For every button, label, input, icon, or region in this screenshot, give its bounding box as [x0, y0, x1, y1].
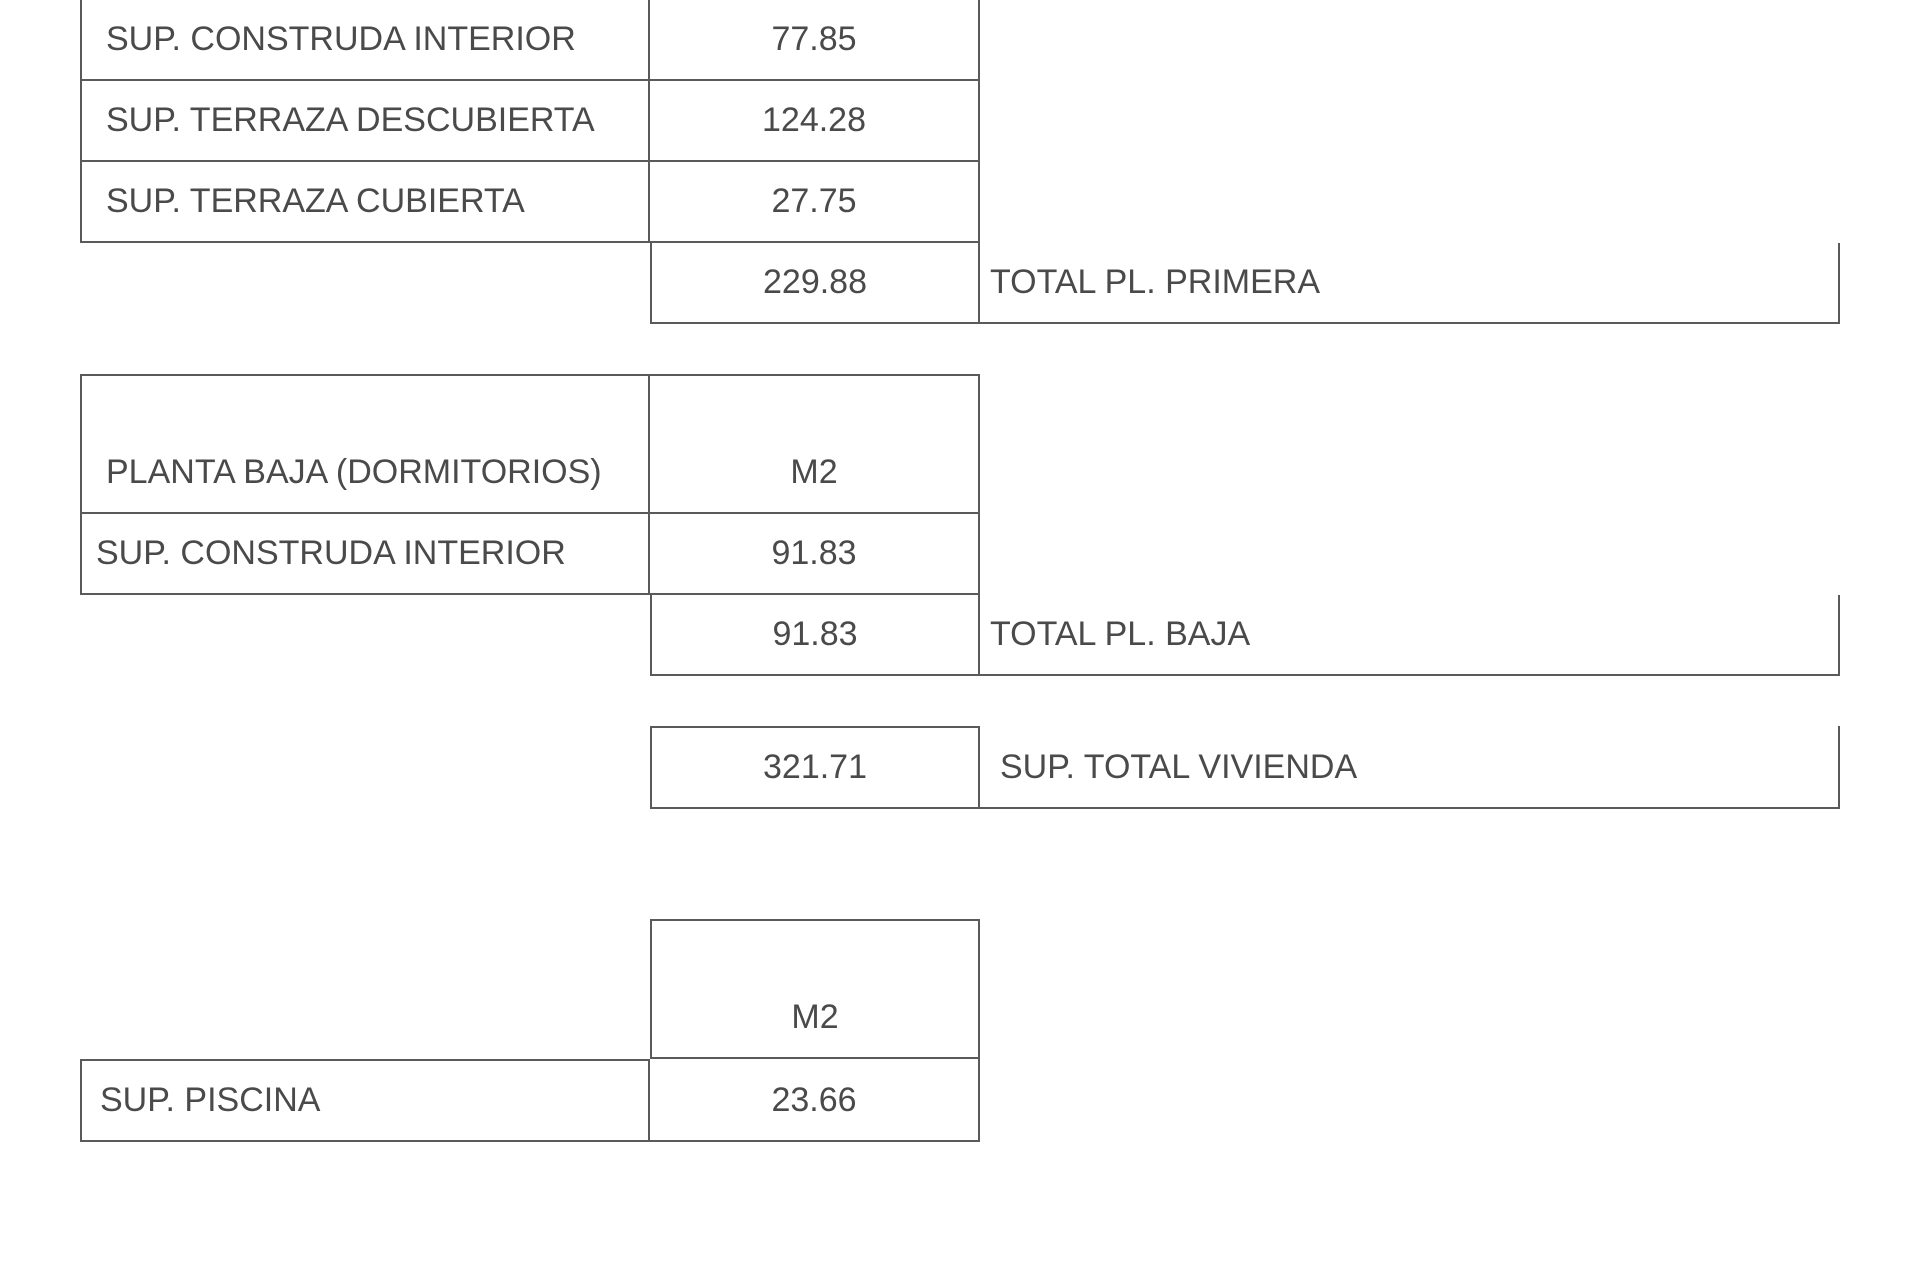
row-label: SUP. TERRAZA CUBIERTA — [80, 162, 650, 243]
total-row: 229.88 TOTAL PL. PRIMERA — [80, 243, 1840, 324]
surface-tables: SUP. CONSTRUDA INTERIOR 77.85 SUP. TERRA… — [80, 0, 1840, 1142]
table-row: SUP. TERRAZA CUBIERTA 27.75 — [80, 162, 1840, 243]
row-value: 23.66 — [650, 1059, 980, 1142]
row-value: 27.75 — [650, 162, 980, 243]
empty-cell — [80, 726, 650, 809]
grand-total-label: SUP. TOTAL VIVIENDA — [980, 726, 1840, 809]
table-header: M2 — [80, 919, 1840, 1059]
table-row: SUP. TERRAZA DESCUBIERTA 124.28 — [80, 81, 1840, 162]
table-header: PLANTA BAJA (DORMITORIOS) M2 — [80, 374, 1840, 514]
total-label: TOTAL PL. PRIMERA — [980, 243, 1840, 324]
header-unit: M2 — [650, 374, 980, 514]
row-label: SUP. CONSTRUDA INTERIOR — [80, 0, 650, 81]
row-label: SUP. CONSTRUDA INTERIOR — [80, 514, 650, 595]
header-unit: M2 — [650, 919, 980, 1059]
table-row: SUP. CONSTRUDA INTERIOR 77.85 — [80, 0, 1840, 81]
total-row: 91.83 TOTAL PL. BAJA — [80, 595, 1840, 676]
row-label: SUP. PISCINA — [80, 1059, 650, 1142]
row-label: SUP. TERRAZA DESCUBIERTA — [80, 81, 650, 162]
total-label: TOTAL PL. BAJA — [980, 595, 1840, 676]
grand-total-value: 321.71 — [650, 726, 980, 809]
empty-cell — [80, 243, 650, 324]
table-row: SUP. CONSTRUDA INTERIOR 91.83 — [80, 514, 1840, 595]
total-value: 229.88 — [650, 243, 980, 324]
table-row: SUP. PISCINA 23.66 — [80, 1059, 1840, 1142]
grand-total-row: 321.71 SUP. TOTAL VIVIENDA — [80, 726, 1840, 809]
total-value: 91.83 — [650, 595, 980, 676]
empty-cell — [80, 595, 650, 676]
row-value: 124.28 — [650, 81, 980, 162]
row-value: 77.85 — [650, 0, 980, 81]
empty-cell — [80, 919, 650, 1059]
row-value: 91.83 — [650, 514, 980, 595]
header-label: PLANTA BAJA (DORMITORIOS) — [80, 374, 650, 514]
